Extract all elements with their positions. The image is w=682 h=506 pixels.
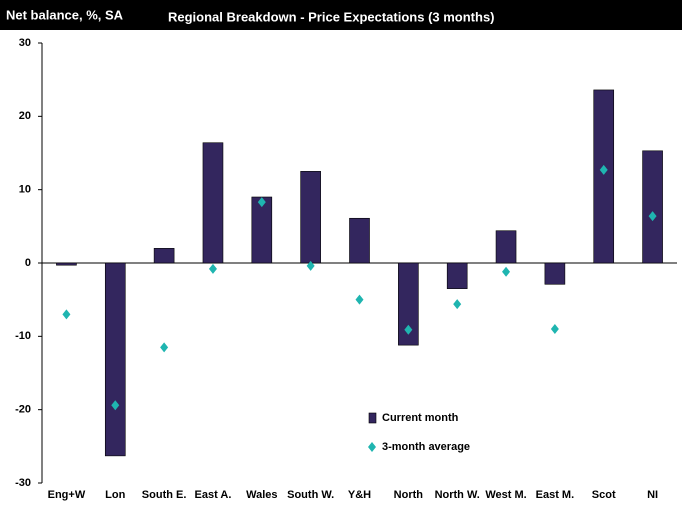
header-band xyxy=(0,0,682,30)
x-tick-label: North xyxy=(394,489,424,501)
x-tick-label: East A. xyxy=(195,489,232,501)
bar xyxy=(300,171,321,264)
y-tick-label: 0 xyxy=(25,257,31,269)
marker xyxy=(257,197,266,208)
bar xyxy=(202,142,224,264)
legend-swatch xyxy=(368,442,376,452)
bar xyxy=(153,248,175,264)
marker xyxy=(599,164,608,175)
x-tick-label: Scot xyxy=(592,489,616,501)
chart-title: Regional Breakdown - Price Expectations … xyxy=(168,9,495,24)
x-tick-label: East M. xyxy=(536,489,575,501)
y-axis-label: Net balance, %, SA xyxy=(6,7,124,22)
bar xyxy=(251,196,273,264)
y-tick-label: 10 xyxy=(19,184,31,196)
x-tick-label: North W. xyxy=(435,489,480,501)
bar xyxy=(349,217,370,264)
bar xyxy=(398,262,419,346)
x-tick-label: South E. xyxy=(142,489,187,501)
bar xyxy=(495,230,517,264)
marker xyxy=(306,260,315,271)
bar xyxy=(544,262,566,285)
y-tick-label: -10 xyxy=(15,330,31,342)
legend-label: Current month xyxy=(382,412,459,424)
x-tick-label: West M. xyxy=(485,489,526,501)
marker xyxy=(404,324,413,335)
bar xyxy=(104,262,126,457)
y-tick-label: 20 xyxy=(19,110,31,122)
y-tick-label: 30 xyxy=(19,37,31,49)
bar xyxy=(446,262,468,289)
legend-swatch xyxy=(368,412,377,424)
marker xyxy=(208,263,217,274)
marker xyxy=(355,294,364,305)
x-tick-label: South W. xyxy=(287,489,334,501)
marker xyxy=(160,342,169,353)
x-tick-label: Lon xyxy=(105,489,125,501)
bar xyxy=(56,262,77,266)
bar xyxy=(642,150,663,264)
marker xyxy=(648,211,657,222)
y-tick-label: -20 xyxy=(15,404,31,416)
legend-label: 3-month average xyxy=(382,441,470,453)
marker xyxy=(502,266,511,277)
x-tick-label: Wales xyxy=(246,489,277,501)
bar xyxy=(593,89,615,264)
marker xyxy=(111,400,120,411)
marker xyxy=(453,299,462,310)
marker xyxy=(550,324,559,334)
y-tick-label: -30 xyxy=(15,477,31,489)
x-tick-label: NI xyxy=(647,489,658,501)
x-tick-label: Y&H xyxy=(348,489,371,501)
marker xyxy=(62,309,71,320)
x-tick-label: Eng+W xyxy=(48,489,86,501)
